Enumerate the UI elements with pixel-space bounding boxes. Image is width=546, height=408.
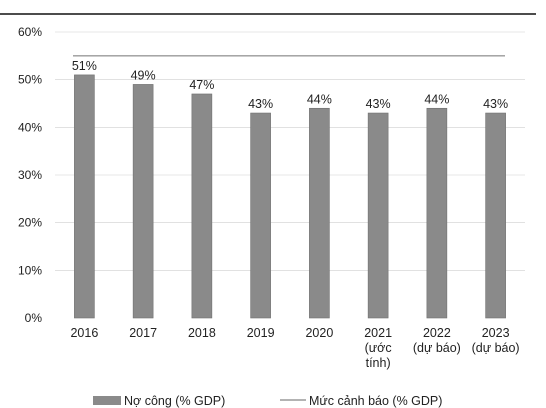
bar-2016 <box>74 74 95 319</box>
x-tick-label-2021: 2021 (ước tính) <box>364 326 392 370</box>
legend: Nợ công (% GDP) Mức cảnh báo (% GDP) <box>93 394 442 408</box>
data-label-2016: 51% <box>72 59 97 73</box>
y-tick-label: 0% <box>25 311 43 325</box>
data-label-2019: 43% <box>248 97 273 111</box>
y-tick-label: 10% <box>18 263 42 277</box>
legend-label-debt: Nợ công (% GDP) <box>124 394 225 408</box>
x-tick-label-2018: 2018 <box>188 326 216 340</box>
bar-2020 <box>309 107 330 319</box>
y-axis: 0% 10% 20% 30% 40% 50% 60% <box>18 25 42 325</box>
y-tick-label: 40% <box>18 120 42 134</box>
data-label-2018: 47% <box>189 78 214 92</box>
bar-2022 <box>426 107 448 319</box>
data-label-2020: 44% <box>307 92 332 106</box>
y-tick-label: 30% <box>18 168 42 182</box>
legend-label-warning: Mức cảnh báo (% GDP) <box>309 394 442 408</box>
x-tick-label-2023: 2023 (dự báo) <box>472 326 520 355</box>
data-labels: 51% 49% 47% 43% 44% 43% 44% 43% <box>72 59 508 111</box>
x-tick-label-2022: 2022 (dự báo) <box>413 326 461 355</box>
data-label-2022: 44% <box>424 92 449 106</box>
bar-2018 <box>191 93 213 319</box>
bar-2023 <box>485 112 506 319</box>
y-tick-label: 60% <box>18 25 42 39</box>
x-tick-label-2019: 2019 <box>247 326 275 340</box>
data-label-2021: 43% <box>366 97 391 111</box>
data-label-2017: 49% <box>131 68 156 82</box>
bars <box>74 74 506 319</box>
x-tick-label-2016: 2016 <box>70 326 98 340</box>
bar-2017 <box>132 84 154 319</box>
x-tick-label-2017: 2017 <box>129 326 157 340</box>
legend-swatch-debt <box>93 396 121 405</box>
grid <box>55 31 525 271</box>
x-axis: 2016 2017 2018 2019 2020 2021 (ước tính) 2022 (dự… <box>70 326 519 370</box>
data-label-2023: 43% <box>483 97 508 111</box>
bar-2019 <box>250 112 271 319</box>
x-tick-label-2020: 2020 <box>305 326 333 340</box>
y-tick-label: 20% <box>18 216 42 230</box>
y-tick-label: 50% <box>18 73 42 87</box>
bar-2021 <box>367 112 389 319</box>
